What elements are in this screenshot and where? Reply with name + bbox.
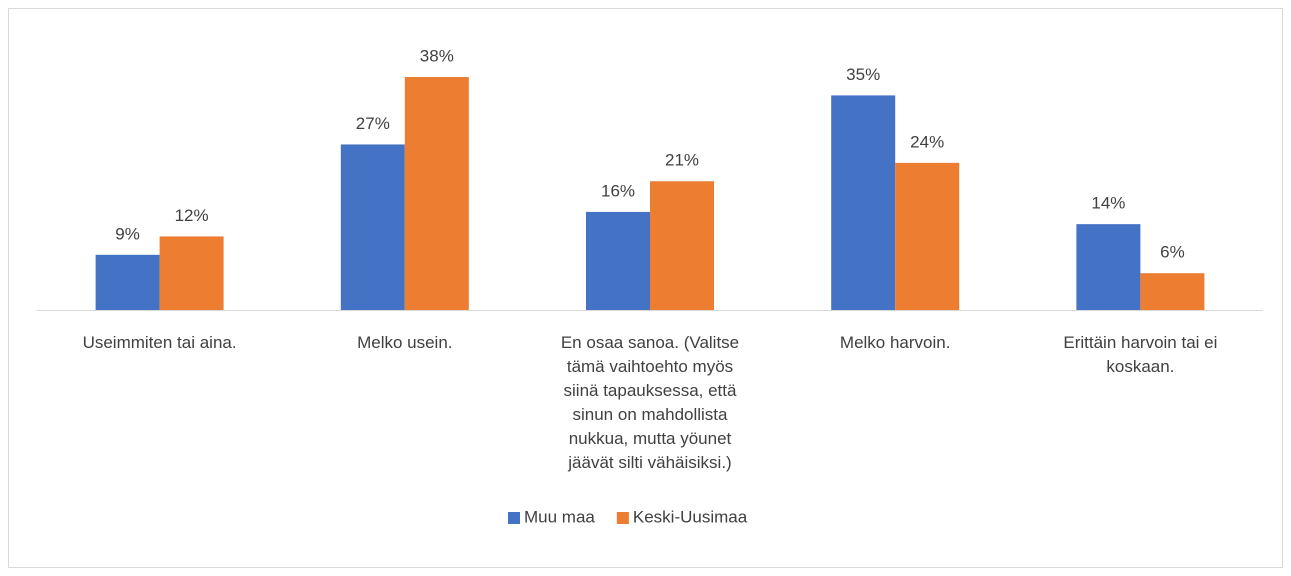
- bar: [340, 144, 405, 310]
- bar: [1076, 224, 1141, 310]
- data-label: 27%: [356, 114, 390, 133]
- bar: [895, 162, 960, 310]
- data-label: 35%: [846, 65, 880, 84]
- x-tick-label-box: Melko usein.: [357, 333, 453, 352]
- legend-label: Muu maa: [524, 507, 595, 526]
- bar: [1140, 273, 1205, 310]
- bar: [586, 211, 650, 310]
- x-tick-label-box: Erittäin harvoin tai ei koskaan.: [1063, 333, 1218, 376]
- data-label: 12%: [175, 206, 209, 225]
- legend-swatch: [508, 512, 520, 524]
- legend-label: Keski-Uusimaa: [633, 507, 748, 526]
- data-label: 24%: [910, 132, 944, 151]
- data-label: 38%: [420, 46, 454, 65]
- x-tick-label-box: En osaa sanoa. (Valitse tämä vaihtoehto …: [560, 333, 740, 472]
- x-tick-label: En osaa sanoa. (Valitse tämä vaihtoehto …: [560, 333, 740, 472]
- x-tick-label-box: Melko harvoin.: [839, 333, 951, 352]
- data-label: 6%: [1160, 243, 1185, 262]
- x-tick-label: Erittäin harvoin tai ei koskaan.: [1063, 333, 1218, 376]
- bar: [650, 181, 714, 310]
- bar: [831, 95, 896, 310]
- x-tick-label: Melko harvoin.: [839, 333, 951, 352]
- bar: [159, 236, 224, 310]
- x-tick-label: Melko usein.: [357, 333, 453, 352]
- legend-swatch: [616, 512, 629, 524]
- bar: [95, 254, 160, 310]
- data-label: 9%: [115, 224, 140, 243]
- data-label: 14%: [1091, 194, 1125, 213]
- x-tick-label: Useimmiten tai aina.: [82, 333, 237, 352]
- x-tick-label-box: Useimmiten tai aina.: [82, 333, 237, 352]
- data-label: 21%: [665, 151, 699, 170]
- bar: [404, 77, 469, 310]
- data-label: 16%: [601, 181, 635, 200]
